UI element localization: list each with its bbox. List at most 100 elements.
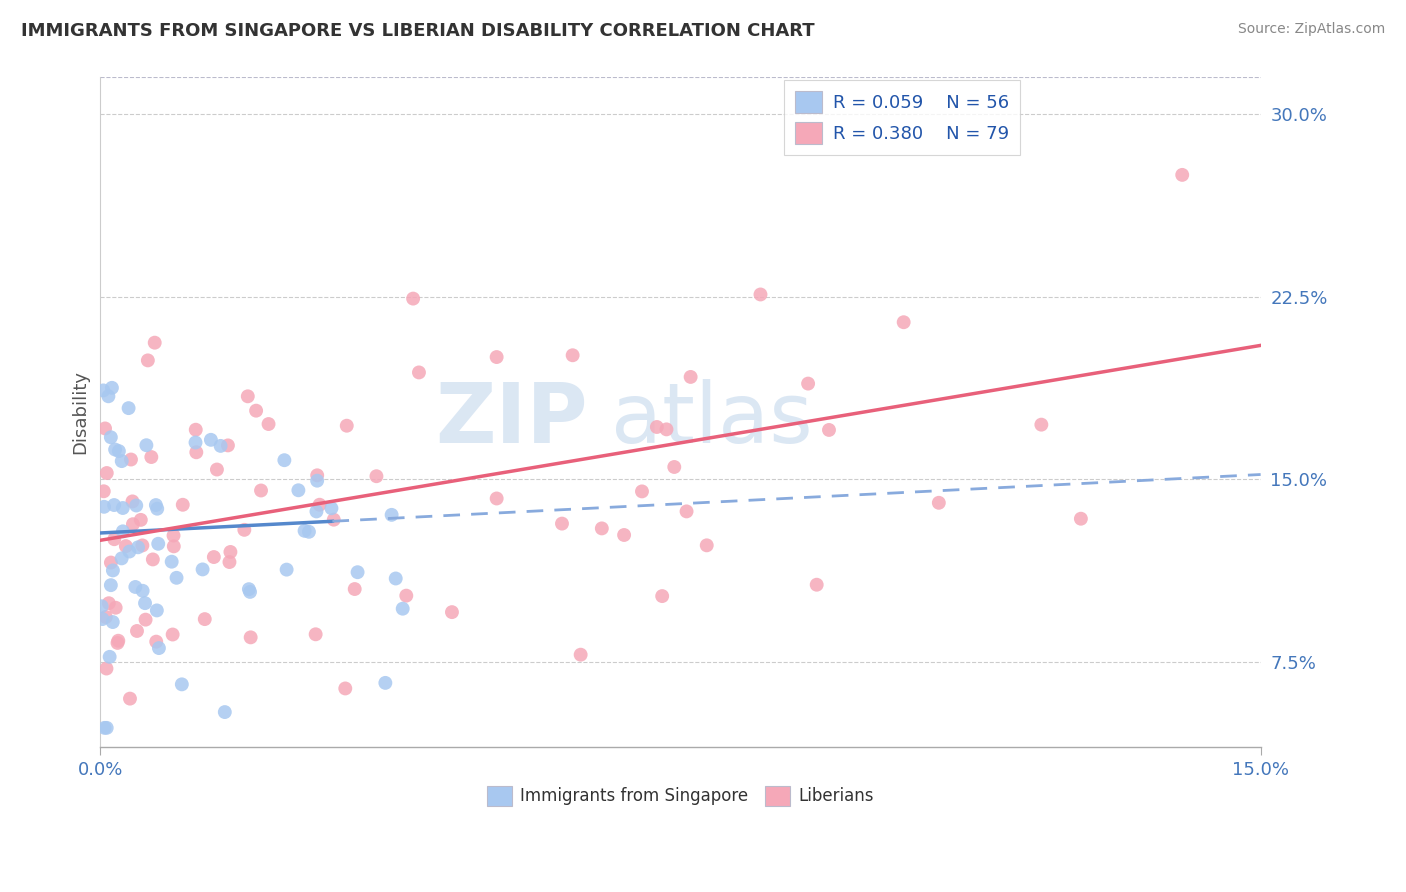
Point [103,532,125,546]
Point [163,540,186,554]
Point [298,524,321,539]
Point [93,484,115,499]
Point [307,474,329,488]
Point [569,648,592,662]
Point [818,423,841,437]
Point [485,491,508,506]
Point [148,537,170,551]
Point [172,498,194,512]
Point [696,538,718,552]
Point [93,721,115,735]
Point [236,389,259,403]
Point [631,484,654,499]
Point [121,494,143,508]
Point [645,420,668,434]
Point [205,462,228,476]
Point [217,438,239,452]
Point [184,435,207,450]
Point [166,571,188,585]
Point [170,677,193,691]
Point [91,384,114,398]
Point [305,627,328,641]
Point [111,524,134,539]
Point [664,460,686,475]
Point [651,589,673,603]
Point [94,421,117,435]
Point [381,508,404,522]
Point [928,496,950,510]
Point [107,633,129,648]
Point [384,572,406,586]
Y-axis label: Disability: Disability [72,370,89,454]
Text: IMMIGRANTS FROM SINGAPORE VS LIBERIAN DISABILITY CORRELATION CHART: IMMIGRANTS FROM SINGAPORE VS LIBERIAN DI… [21,22,814,40]
Point [131,538,153,552]
Point [366,469,388,483]
Point [214,705,236,719]
Point [96,466,118,480]
Point [273,453,295,467]
Point [96,661,118,675]
Point [655,422,678,436]
Point [239,585,262,599]
Point [321,501,343,516]
Point [136,353,159,368]
Point [111,454,134,468]
Point [135,438,157,452]
Point [191,562,214,576]
Point [96,721,118,735]
Point [561,348,583,362]
Point [93,500,115,514]
Point [257,417,280,431]
Point [142,552,165,566]
Point [1171,168,1194,182]
Point [115,539,138,553]
Point [143,335,166,350]
Point [346,565,368,579]
Point [219,545,242,559]
Point [1031,417,1053,432]
Text: ZIP: ZIP [436,378,588,459]
Point [305,504,328,518]
Point [124,580,146,594]
Point [893,315,915,329]
Text: atlas: atlas [610,378,813,459]
Point [591,521,613,535]
Point [322,513,344,527]
Point [440,605,463,619]
Point [107,636,129,650]
Point [145,634,167,648]
Point [287,483,309,498]
Point [233,523,256,537]
Point [239,631,262,645]
Point [90,599,112,614]
Point [485,350,508,364]
Point [135,613,157,627]
Point [100,430,122,444]
Point [160,555,183,569]
Legend: Immigrants from Singapore, Liberians: Immigrants from Singapore, Liberians [481,779,880,813]
Point [111,501,134,516]
Point [148,641,170,656]
Point [294,524,316,538]
Point [307,468,329,483]
Point [209,439,232,453]
Point [395,589,418,603]
Point [336,418,359,433]
Point [100,556,122,570]
Point [184,423,207,437]
Point [749,287,772,301]
Point [117,401,139,416]
Point [129,513,152,527]
Point [118,691,141,706]
Text: Source: ZipAtlas.com: Source: ZipAtlas.com [1237,22,1385,37]
Point [613,528,636,542]
Point [103,498,125,512]
Point [146,501,169,516]
Point [200,433,222,447]
Point [104,442,127,457]
Point [131,583,153,598]
Point [104,600,127,615]
Point [194,612,217,626]
Point [276,563,298,577]
Point [101,615,124,629]
